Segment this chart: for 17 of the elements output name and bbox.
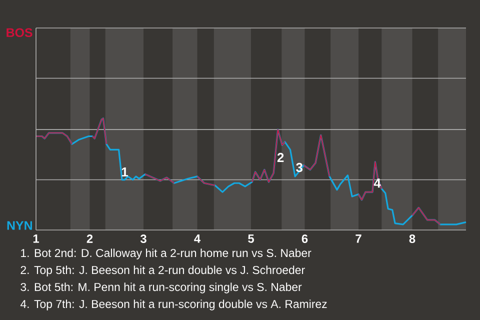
text: 4. Top 7th: J. Beeson hit a run-scoring double vs A. Ramirez bbox=[20, 300, 327, 310]
x-tick-label: 3 bbox=[140, 234, 146, 244]
x-tick-label: 8 bbox=[409, 234, 416, 243]
text: 2. Top 5th: J. Beeson hit a 2-run double vs J. Schroeder bbox=[20, 266, 305, 276]
x-tick-label: 2 bbox=[86, 234, 93, 243]
annotation: 2 bbox=[277, 152, 284, 162]
text: 3. Bot 5th: M. Penn hit a run-scoring single vs S. Naber bbox=[20, 282, 302, 294]
x-tick-label: 6 bbox=[302, 234, 308, 243]
x-tick-label: 4 bbox=[194, 234, 201, 243]
annotation: 3 bbox=[296, 162, 303, 172]
text: 1. Bot 2nd: D. Calloway hit a 2-run home run vs S. Naber bbox=[21, 248, 312, 260]
x-tick-label: 5 bbox=[248, 234, 254, 243]
annotation: 1 bbox=[122, 168, 128, 176]
text: NYN bbox=[7, 221, 32, 230]
x-tick-label: 1 bbox=[33, 234, 39, 243]
x-tick-label: 7 bbox=[356, 234, 362, 243]
text: BOS bbox=[6, 28, 32, 38]
